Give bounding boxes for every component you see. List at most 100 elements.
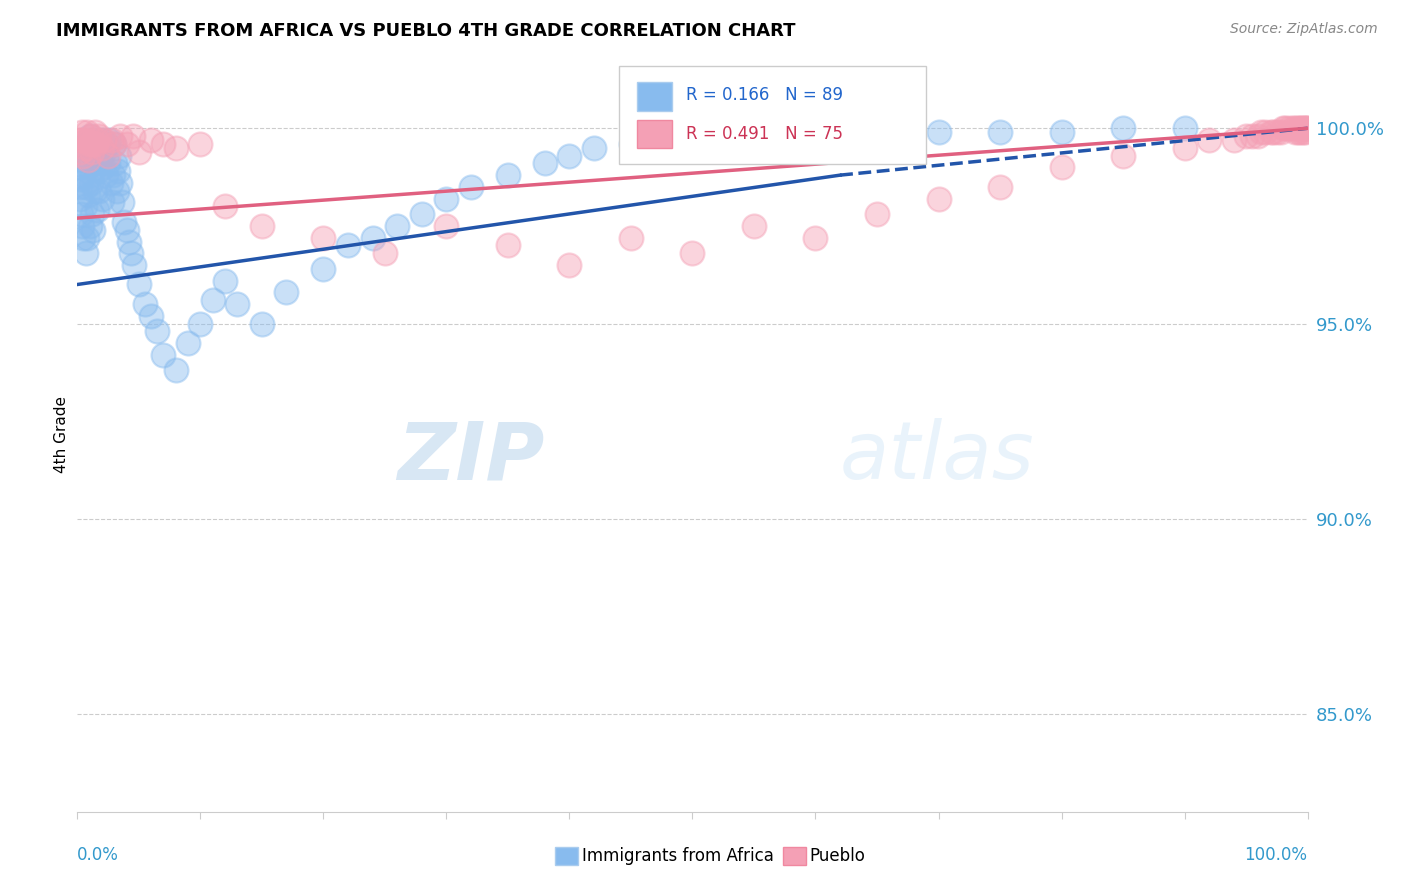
Point: [70, 172, 93, 186]
Point: [73, 145, 96, 159]
Point: [90, 192, 114, 206]
Point: [87, 164, 110, 178]
Point: [82, 223, 104, 237]
Text: R = 0.166   N = 89: R = 0.166 N = 89: [686, 86, 844, 103]
Point: [742, 219, 765, 233]
Point: [177, 336, 200, 351]
Point: [1286, 125, 1309, 139]
Y-axis label: 4th Grade: 4th Grade: [53, 396, 69, 474]
Point: [122, 258, 145, 272]
Point: [128, 277, 150, 292]
Text: Immigrants from Africa: Immigrants from Africa: [582, 847, 773, 865]
Point: [988, 179, 1011, 194]
Point: [188, 136, 212, 151]
Point: [101, 133, 124, 147]
Point: [69, 192, 91, 206]
Point: [804, 129, 827, 144]
Point: [89, 184, 111, 198]
Point: [1263, 125, 1285, 139]
Point: [72, 168, 94, 182]
Point: [620, 230, 643, 244]
Point: [90, 141, 114, 155]
Point: [93, 145, 115, 159]
Point: [1050, 125, 1073, 139]
Point: [1289, 121, 1312, 136]
Point: [682, 246, 704, 260]
Text: R = 0.491   N = 75: R = 0.491 N = 75: [686, 125, 844, 143]
Point: [988, 125, 1011, 139]
Point: [152, 136, 174, 151]
FancyBboxPatch shape: [637, 120, 672, 148]
Point: [82, 168, 104, 182]
Point: [1253, 125, 1275, 139]
Point: [620, 136, 643, 151]
Point: [214, 274, 236, 288]
Point: [1272, 121, 1295, 136]
Point: [1291, 121, 1313, 136]
Point: [337, 238, 360, 252]
Point: [1292, 125, 1315, 139]
Text: IMMIGRANTS FROM AFRICA VS PUEBLO 4TH GRADE CORRELATION CHART: IMMIGRANTS FROM AFRICA VS PUEBLO 4TH GRA…: [56, 22, 796, 40]
Point: [90, 148, 112, 162]
Point: [104, 156, 127, 170]
Point: [93, 133, 115, 147]
Point: [115, 223, 138, 237]
Point: [70, 207, 93, 221]
Text: atlas: atlas: [841, 418, 1035, 497]
Point: [103, 136, 125, 151]
Point: [496, 238, 519, 252]
Point: [1050, 161, 1073, 175]
Point: [141, 309, 163, 323]
Point: [682, 133, 704, 147]
Point: [70, 125, 93, 139]
Point: [411, 207, 433, 221]
Point: [83, 125, 105, 139]
Point: [121, 129, 143, 144]
Point: [276, 285, 298, 300]
Point: [96, 136, 118, 151]
Point: [67, 161, 90, 175]
Point: [1198, 133, 1220, 147]
Point: [112, 215, 135, 229]
Point: [108, 148, 131, 162]
Point: [742, 133, 765, 147]
Point: [1260, 125, 1282, 139]
Point: [105, 184, 128, 198]
Point: [115, 136, 138, 151]
Point: [98, 133, 121, 147]
Point: [558, 258, 581, 272]
Point: [89, 129, 111, 144]
Point: [1294, 121, 1316, 136]
Point: [79, 129, 101, 144]
Point: [128, 145, 150, 159]
Point: [1250, 125, 1272, 139]
Text: Pueblo: Pueblo: [810, 847, 866, 865]
Point: [75, 179, 97, 194]
Point: [121, 246, 143, 260]
Point: [118, 235, 141, 249]
Point: [94, 168, 117, 182]
Point: [1294, 125, 1316, 139]
Point: [312, 230, 335, 244]
Point: [75, 246, 97, 260]
Point: [110, 176, 132, 190]
Point: [70, 153, 93, 167]
Point: [82, 136, 104, 151]
Point: [361, 230, 384, 244]
Point: [1295, 121, 1317, 136]
Point: [312, 261, 335, 276]
Point: [141, 133, 163, 147]
Point: [928, 125, 950, 139]
Point: [250, 317, 273, 331]
Point: [103, 136, 125, 151]
Point: [1292, 121, 1315, 136]
Point: [77, 153, 100, 167]
Point: [1174, 141, 1197, 155]
Point: [534, 156, 557, 170]
FancyBboxPatch shape: [637, 82, 672, 111]
Text: 100.0%: 100.0%: [1244, 846, 1308, 863]
Point: [101, 168, 124, 182]
Point: [86, 133, 108, 147]
Point: [436, 192, 458, 206]
Point: [84, 156, 107, 170]
